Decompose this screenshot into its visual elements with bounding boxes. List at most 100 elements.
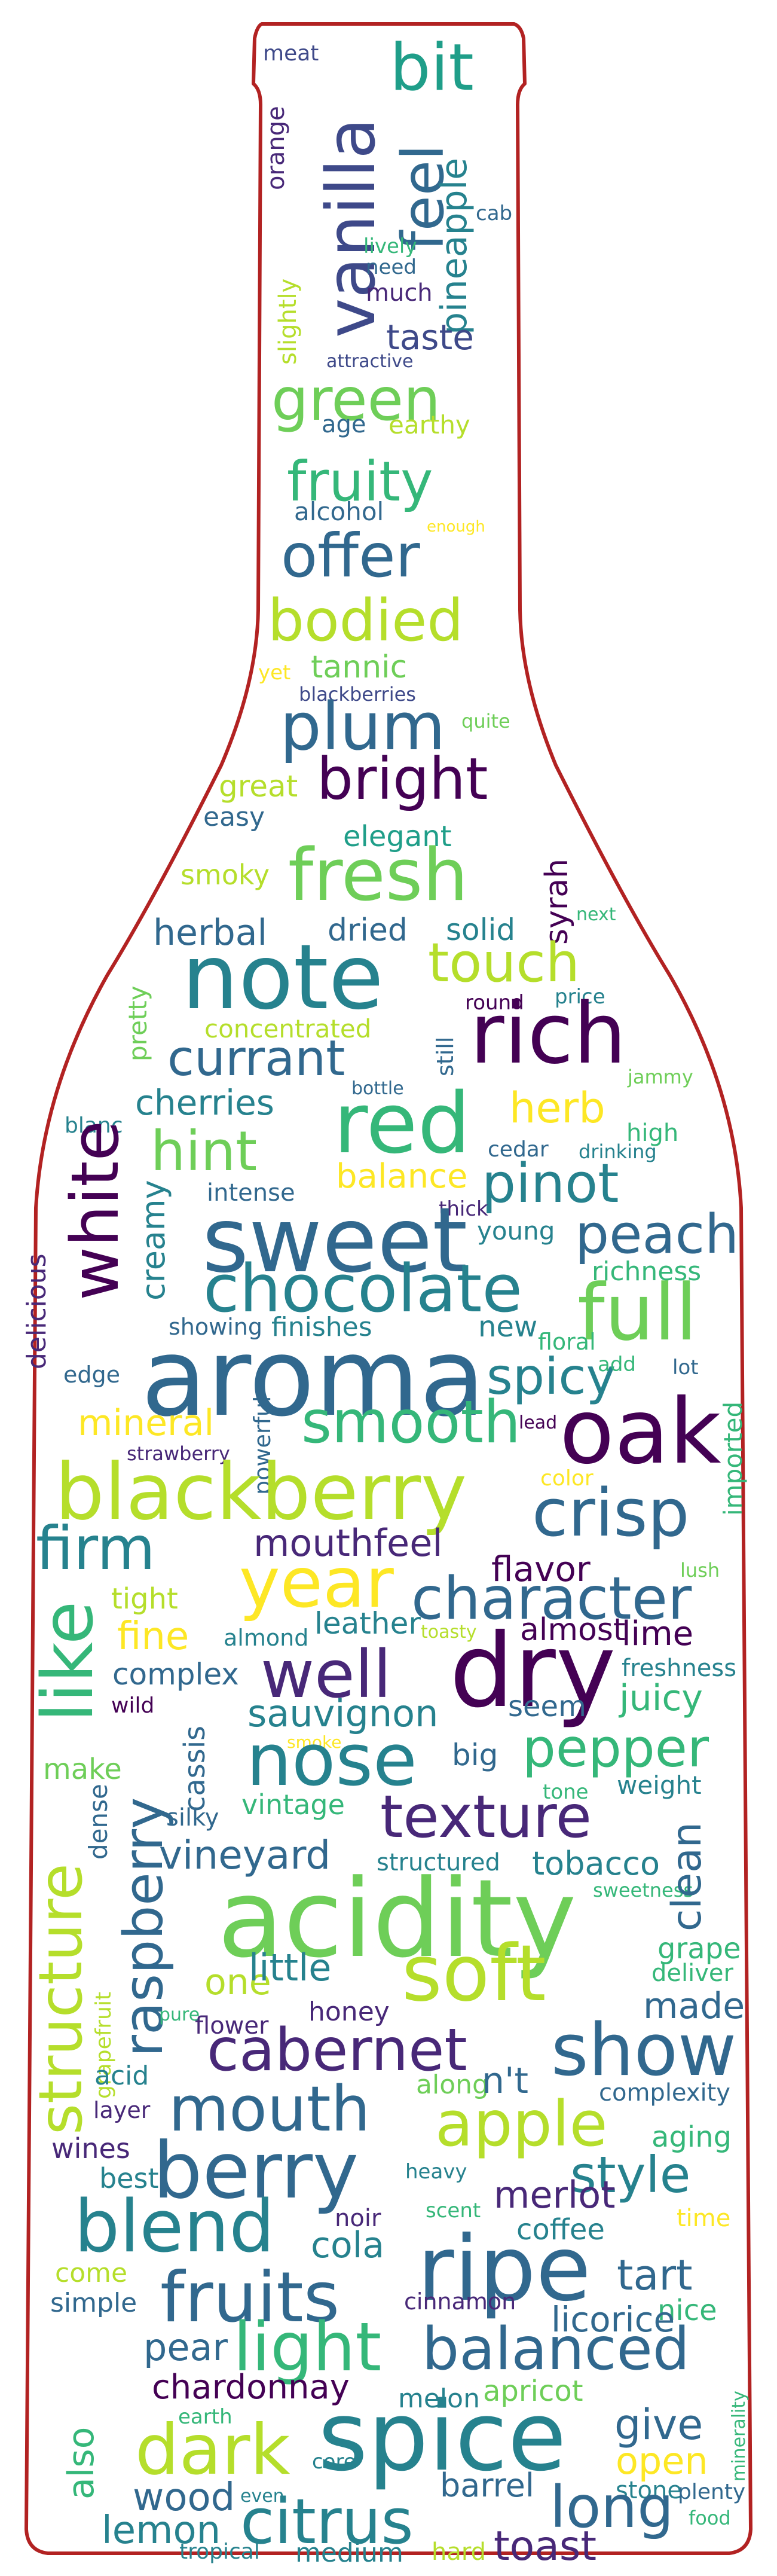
- word-orange: orange: [262, 106, 290, 190]
- word-plenty: plenty: [678, 2480, 746, 2504]
- word-price: price: [555, 985, 605, 1009]
- word-deliver: deliver: [651, 1960, 733, 1987]
- word-apricot: apricot: [483, 2374, 583, 2408]
- word-herb: herb: [509, 1083, 605, 1133]
- word-merlot: merlot: [494, 2173, 616, 2217]
- word-balance: balance: [336, 1157, 468, 1196]
- word-concentrated: concentrated: [204, 1014, 372, 1043]
- word-pinot: pinot: [482, 1152, 619, 1215]
- word-delicious: delicious: [22, 1253, 52, 1369]
- word-wines: wines: [51, 2132, 130, 2165]
- word-high: high: [626, 1119, 679, 1147]
- word-spicy: spicy: [487, 1347, 616, 1406]
- word-mouthfeel: mouthfeel: [253, 1521, 443, 1565]
- word-great: great: [219, 769, 298, 804]
- word-easy: easy: [203, 802, 265, 832]
- word-nice: nice: [657, 2294, 717, 2327]
- word-give: give: [614, 2400, 703, 2449]
- word-pineapple: pineapple: [433, 157, 475, 335]
- word-peach: peach: [575, 1203, 739, 1266]
- word-color: color: [540, 1466, 594, 1491]
- word-long: long: [550, 2474, 674, 2541]
- word-tart: tart: [617, 2251, 693, 2300]
- word-sweet: sweet: [202, 1189, 468, 1293]
- word-make: make: [43, 1753, 122, 1786]
- word-vintage: vintage: [241, 1788, 345, 1821]
- word-nose: nose: [246, 1719, 417, 1802]
- word-offer: offer: [281, 521, 420, 591]
- word-acid: acid: [94, 2061, 149, 2091]
- word-wood: wood: [133, 2476, 235, 2520]
- word-texture: texture: [380, 1783, 592, 1851]
- word-medium: medium: [295, 2538, 403, 2568]
- word-cola: cola: [311, 2224, 385, 2266]
- word-mineral: mineral: [78, 1402, 215, 1444]
- word-cherries: cherries: [135, 1082, 275, 1123]
- word-clean: clean: [663, 1822, 711, 1931]
- word-apple: apple: [435, 2087, 608, 2160]
- word-fine: fine: [117, 1614, 189, 1659]
- word-attractive: attractive: [326, 351, 414, 372]
- word-time: time: [677, 2205, 731, 2232]
- word-open: open: [616, 2439, 708, 2483]
- word-cabernet: cabernet: [207, 2016, 467, 2084]
- word-drinking: drinking: [579, 1140, 657, 1163]
- word-wild: wild: [111, 1693, 155, 1718]
- word-enough: enough: [427, 518, 485, 536]
- word-earth: earth: [178, 2405, 233, 2429]
- word-blanc: blanc: [65, 1113, 123, 1138]
- word-ripe: ripe: [417, 2217, 591, 2321]
- word-come: come: [55, 2258, 128, 2288]
- word-core: core: [312, 2450, 356, 2474]
- word-note: note: [182, 926, 384, 1030]
- word-imported: imported: [718, 1401, 748, 1516]
- word-touch: touch: [428, 932, 580, 994]
- word-full: full: [577, 1267, 698, 1358]
- word-quite: quite: [461, 710, 510, 732]
- word-tone: tone: [543, 1780, 589, 1804]
- word-fresh: fresh: [288, 834, 469, 917]
- word-currant: currant: [167, 1030, 345, 1087]
- word-show: show: [551, 2009, 737, 2092]
- word-yet: yet: [258, 661, 291, 685]
- word-food: food: [689, 2507, 731, 2529]
- word-barrel: barrel: [440, 2467, 534, 2504]
- word-juicy: juicy: [619, 1677, 703, 1719]
- word-aging: aging: [651, 2120, 732, 2154]
- word-spice: spice: [318, 2380, 567, 2492]
- word-citrus: citrus: [240, 2485, 414, 2558]
- word-edge: edge: [63, 1362, 120, 1388]
- word-nt: n't: [482, 2060, 529, 2102]
- word-lot: lot: [672, 1356, 699, 1379]
- word-one: one: [204, 1961, 271, 2003]
- word-style: style: [570, 2145, 691, 2204]
- word-pretty: pretty: [123, 985, 152, 1061]
- word-smoke: smoke: [287, 1732, 342, 1752]
- word-bit: bit: [390, 30, 474, 105]
- word-dried: dried: [328, 912, 408, 948]
- word-dark: dark: [135, 2410, 290, 2490]
- word-plum: plum: [280, 688, 446, 765]
- word-earthy: earthy: [389, 410, 470, 439]
- word-jammy: jammy: [628, 1066, 693, 1088]
- word-tannic: tannic: [311, 649, 408, 685]
- word-strawberry: strawberry: [127, 1442, 230, 1465]
- word-toast: toast: [494, 2523, 597, 2570]
- word-slightly: slightly: [274, 278, 302, 365]
- word-fruits: fruits: [160, 2257, 340, 2338]
- word-lush: lush: [680, 1559, 720, 1582]
- word-melon: melon: [398, 2383, 480, 2414]
- word-complexity: complexity: [599, 2079, 730, 2107]
- word-pepper: pepper: [522, 1717, 709, 1779]
- word-honey: honey: [308, 1997, 390, 2027]
- word-solid: solid: [446, 912, 516, 947]
- word-leather: leather: [314, 1606, 421, 1641]
- word-chocolate: chocolate: [203, 1250, 523, 1327]
- word-lead: lead: [519, 1412, 558, 1433]
- word-also: also: [60, 2427, 102, 2499]
- word-heavy: heavy: [405, 2160, 467, 2184]
- word-floral: floral: [538, 1329, 596, 1355]
